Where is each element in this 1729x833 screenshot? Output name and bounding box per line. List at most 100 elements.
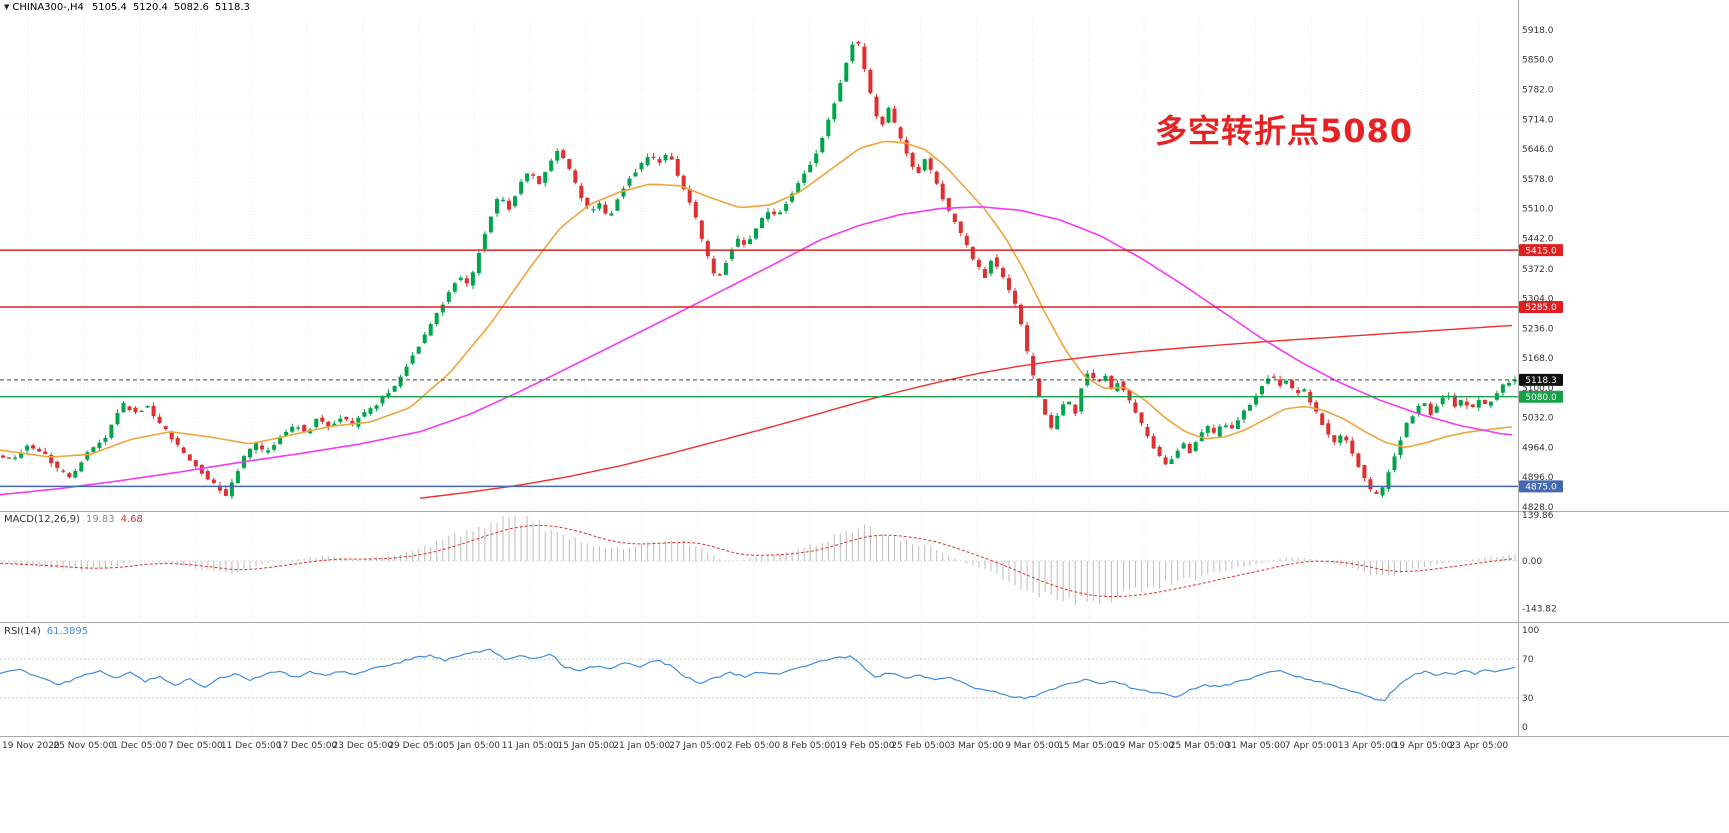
price-badge: [1519, 480, 1563, 493]
candle-body: [784, 204, 789, 211]
candle-body: [416, 346, 421, 354]
svg-text:8 Feb 05:00: 8 Feb 05:00: [783, 741, 837, 751]
candle-body: [609, 213, 614, 216]
candle-body: [85, 452, 90, 460]
candle-body: [693, 202, 698, 218]
symbol-expander-icon[interactable]: ▼: [4, 3, 10, 11]
candle-body: [862, 46, 867, 70]
macd-name: MACD(12,26,9): [4, 514, 80, 525]
candle-body: [49, 455, 54, 464]
candle-body: [1037, 378, 1042, 397]
candle-body: [1025, 325, 1030, 352]
price-axis[interactable]: 5918.0 5850.0 5782.0 5714.0 5646.0 5578.0 5510…: [1522, 26, 1554, 513]
candle-body: [916, 167, 921, 174]
svg-text:5850.0: 5850.0: [1522, 56, 1554, 66]
candle-body: [278, 436, 283, 444]
candle-body: [495, 199, 499, 214]
candle-body: [1513, 379, 1517, 382]
rsi-line: [0, 648, 1516, 702]
candle-body: [982, 269, 987, 278]
candle-body: [1139, 412, 1144, 424]
rsi-indicator-label: RSI(14) 61.3895: [4, 626, 88, 637]
candle-body: [928, 158, 933, 170]
macd-panel: 139.86 0.00 -143.82: [0, 511, 1557, 614]
candle-body: [73, 470, 78, 478]
candle-body: [1500, 384, 1505, 393]
candle-body: [320, 417, 325, 422]
candle-body: [525, 173, 530, 182]
svg-text:5285.0: 5285.0: [1525, 303, 1557, 313]
candle-body: [1103, 375, 1108, 381]
candle-body: [19, 452, 24, 458]
candle-body: [344, 416, 349, 420]
svg-text:5100.0: 5100.0: [1522, 384, 1554, 394]
candle-body: [735, 238, 740, 247]
candle-body: [1374, 491, 1379, 494]
candle-body: [1187, 444, 1192, 454]
svg-text:15 Mar 05:00: 15 Mar 05:00: [1058, 741, 1118, 751]
candle-body: [615, 199, 620, 211]
candle-body: [729, 249, 734, 260]
candle-body: [711, 258, 716, 274]
candle-body: [994, 257, 999, 267]
candle-body: [657, 159, 662, 163]
price-badge: [1519, 244, 1563, 257]
candle-body: [181, 447, 186, 454]
candle-body: [1235, 420, 1240, 429]
svg-text:7 Dec 05:00: 7 Dec 05:00: [168, 741, 223, 751]
candle-body: [362, 412, 367, 417]
candle-body: [748, 239, 752, 244]
candle-body: [591, 209, 596, 211]
candle-body: [440, 304, 445, 313]
svg-text:25 Feb 05:00: 25 Feb 05:00: [891, 741, 950, 751]
candle-body: [169, 432, 174, 440]
candle-body: [1109, 375, 1114, 389]
candle-body: [880, 116, 885, 125]
candle-body: [946, 198, 951, 211]
candle-body: [1, 455, 5, 458]
candle-body: [1332, 435, 1337, 443]
candle-body: [482, 234, 487, 249]
candle-body: [681, 175, 686, 190]
candle-body: [290, 426, 295, 432]
candle-body: [892, 108, 897, 123]
quote-close: 5118.3: [214, 2, 250, 13]
candle-body: [1260, 386, 1264, 395]
candle-body: [1404, 422, 1409, 437]
candle-body: [1157, 446, 1162, 456]
svg-text:5304.0: 5304.0: [1522, 295, 1554, 305]
symbol-name: CHINA300-,H4: [12, 2, 84, 13]
candle-body: [127, 406, 132, 411]
candle-body: [139, 410, 144, 412]
candle-body: [1464, 401, 1469, 406]
svg-text:25 Mar 05:00: 25 Mar 05:00: [1170, 741, 1230, 751]
candle-body: [187, 454, 192, 461]
candle-body: [175, 438, 180, 445]
candle-body: [573, 170, 578, 183]
svg-text:5442.0: 5442.0: [1522, 234, 1554, 244]
candle-body: [145, 405, 150, 408]
candle-body: [1488, 401, 1493, 406]
candle-body: [1211, 427, 1216, 433]
candle-body: [464, 278, 469, 284]
candle-body: [163, 426, 168, 430]
candle-body: [151, 405, 156, 417]
price-badge: [1519, 390, 1563, 403]
candle-body: [422, 334, 427, 343]
candle-body: [988, 260, 993, 274]
price-badge: [1519, 373, 1563, 386]
svg-text:23 Dec 05:00: 23 Dec 05:00: [333, 741, 394, 751]
candle-body: [1205, 426, 1210, 433]
candle-body: [1091, 373, 1096, 379]
candle-body: [633, 172, 638, 177]
candle-body: [476, 253, 481, 274]
macd-signal-line: [0, 525, 1513, 598]
candle-body: [766, 212, 770, 220]
candle-body: [260, 445, 264, 450]
candle-body: [1290, 380, 1295, 389]
candle-body: [1133, 402, 1138, 413]
candle-body: [446, 292, 451, 302]
candle-body: [1422, 403, 1427, 406]
